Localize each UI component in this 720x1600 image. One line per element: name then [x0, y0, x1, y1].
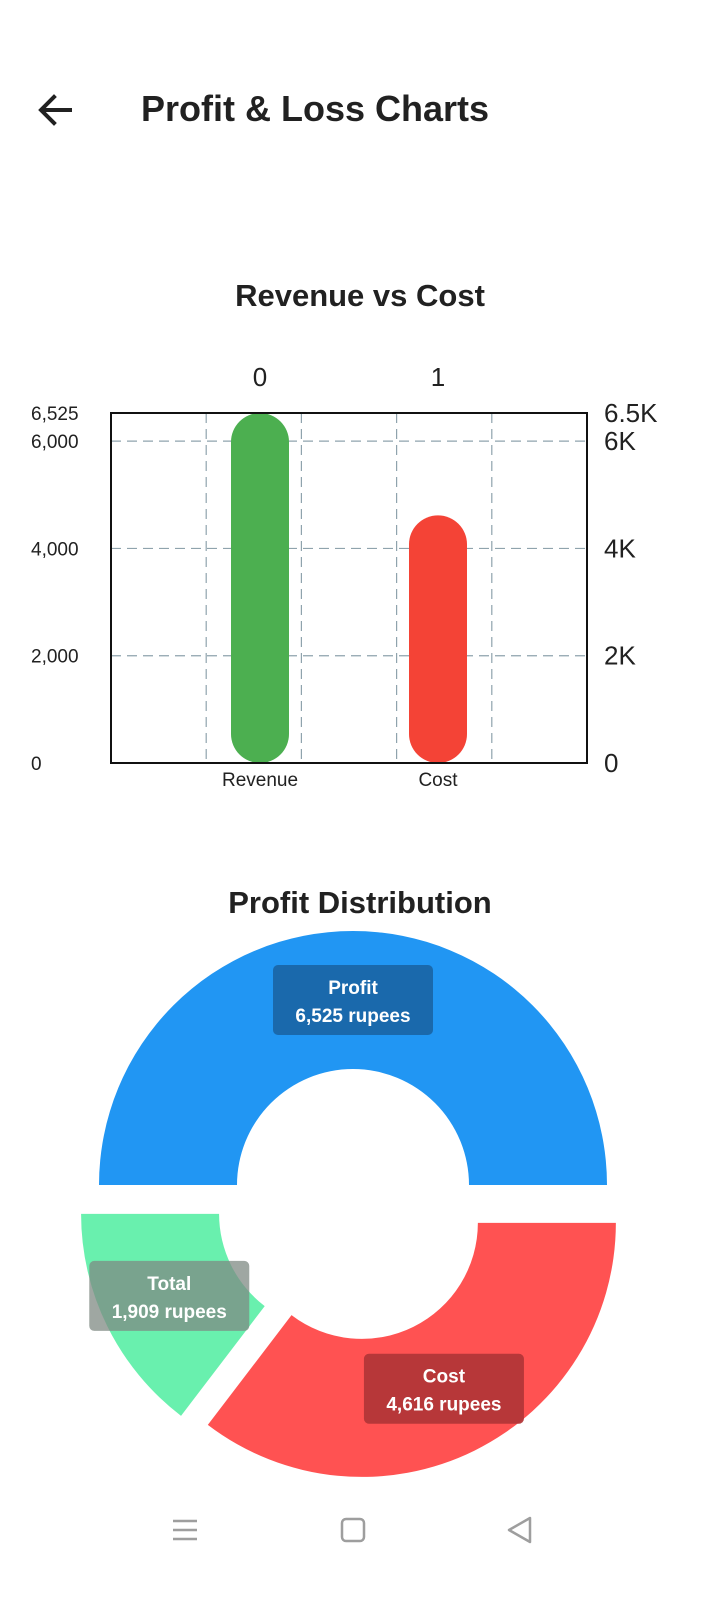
nav-menu-button[interactable] [163, 1508, 207, 1552]
donut-slice-profit[interactable] [99, 931, 607, 1185]
slice-label-value: 4,616 rupees [386, 1395, 501, 1416]
x-tick-label-top: 1 [431, 362, 445, 392]
x-category-label: Cost [418, 770, 458, 791]
slice-label-box [363, 1353, 524, 1424]
bar-chart-title: Revenue vs Cost [235, 278, 485, 313]
page-title: Profit & Loss Charts [141, 88, 490, 129]
slice-label-value: 1,909 rupees [112, 1302, 227, 1323]
slice-label-name: Total [147, 1274, 191, 1295]
bar-revenue[interactable] [231, 413, 289, 763]
donut-chart: Profit 6,525 rupees Cost 4,616 rupees Total 1… [81, 931, 616, 1477]
plot-frame [110, 412, 588, 764]
x-tick-label-top: 0 [253, 362, 267, 392]
bar-chart: 0 2,000 4,000 6,000 6,525 0 2K 4K 6K6.5K 0 1 Revenu… [31, 362, 658, 791]
y-tick-label-left: 0 [31, 754, 42, 775]
slice-label-box [273, 965, 433, 1035]
slice-label-box [89, 1260, 250, 1331]
home-square-icon [340, 1517, 366, 1543]
slice-label-value: 6,525 rupees [295, 1006, 410, 1027]
back-button[interactable] [30, 85, 80, 135]
menu-icon [173, 1519, 197, 1541]
y-tick-label-left: 6,525 [31, 404, 79, 425]
bar-cost[interactable] [409, 515, 467, 763]
slice-label-name: Cost [423, 1367, 466, 1388]
pie-chart-title: Profit Distribution [228, 885, 492, 920]
system-nav-bar [0, 1500, 720, 1560]
nav-home-button[interactable] [331, 1508, 375, 1552]
y-tick-label-right: 6K [604, 426, 636, 456]
y-tick-label-right: 6.5K [604, 398, 658, 428]
y-tick-label-right: 2K [604, 641, 636, 671]
back-triangle-icon [507, 1516, 532, 1544]
x-category-label: Revenue [222, 770, 298, 791]
y-tick-label-left: 2,000 [31, 647, 79, 668]
donut-slice-cost[interactable] [207, 1222, 616, 1477]
arrow-left-icon [38, 94, 72, 126]
y-tick-label-left: 6,000 [31, 432, 79, 453]
y-tick-label-right: 4K [604, 533, 636, 563]
y-tick-label-left: 4,000 [31, 539, 79, 560]
nav-back-button[interactable] [498, 1508, 542, 1552]
slice-label-name: Profit [328, 978, 378, 999]
app-bar: Profit & Loss Charts [0, 60, 720, 160]
y-tick-label-right: 0 [604, 748, 618, 778]
